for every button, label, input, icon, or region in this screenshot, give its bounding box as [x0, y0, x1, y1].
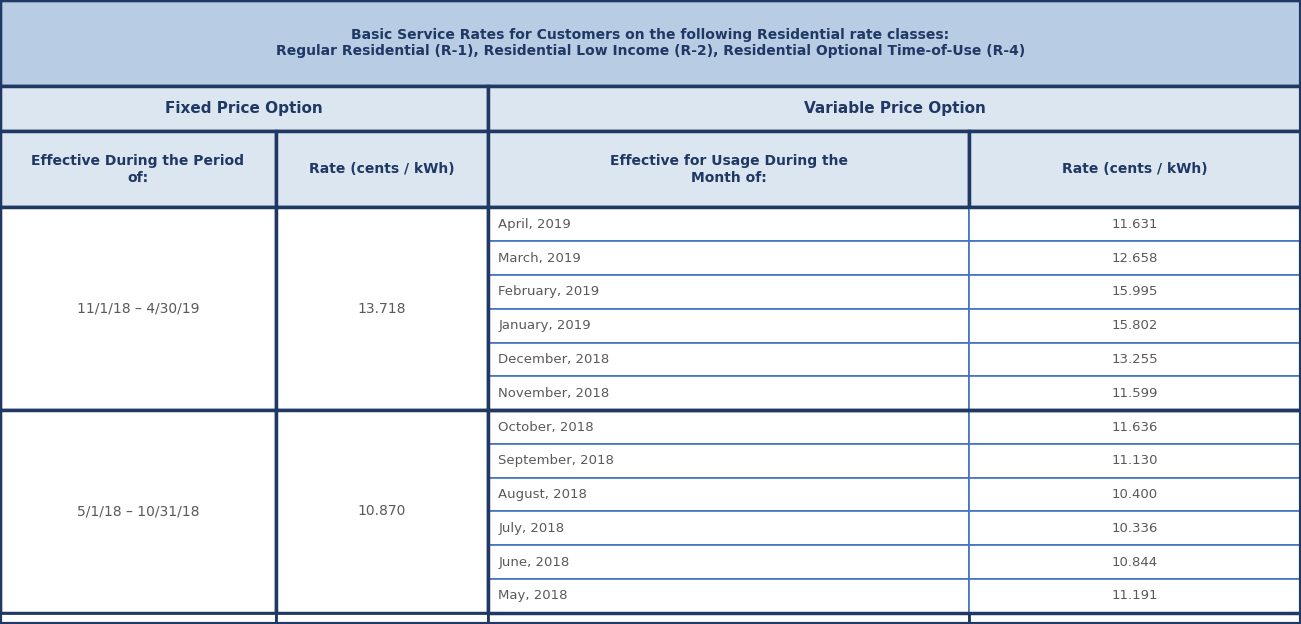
Text: August, 2018: August, 2018 [498, 488, 587, 501]
Bar [488, 207, 969, 241]
Bar [969, 241, 1301, 275]
Text: 13.718: 13.718 [358, 302, 406, 316]
Bar [969, 545, 1301, 579]
Text: October, 2018: October, 2018 [498, 421, 595, 434]
Bar [488, 410, 1301, 613]
Bar [488, 613, 969, 624]
Text: Fixed Price Option: Fixed Price Option [165, 101, 323, 117]
Bar [276, 132, 488, 207]
Bar [0, 207, 276, 410]
Bar [488, 545, 969, 579]
Bar [276, 207, 488, 410]
Text: 15.995: 15.995 [1112, 285, 1158, 298]
Bar [488, 275, 969, 309]
Bar [488, 309, 969, 343]
Text: 11.631: 11.631 [1112, 218, 1158, 231]
Bar [488, 410, 969, 444]
Text: 10.336: 10.336 [1112, 522, 1158, 535]
Text: Rate (cents / kWh): Rate (cents / kWh) [1063, 162, 1207, 177]
Text: Basic Service Rates for Customers on the following Residential rate classes:
Reg: Basic Service Rates for Customers on the… [276, 28, 1025, 58]
Bar [969, 512, 1301, 545]
Bar [488, 87, 1301, 132]
Bar [969, 613, 1301, 624]
Text: 10.870: 10.870 [358, 504, 406, 519]
Bar [488, 444, 969, 478]
Bar [969, 343, 1301, 376]
Text: Rate (cents / kWh): Rate (cents / kWh) [310, 162, 454, 177]
Text: 11.130: 11.130 [1112, 454, 1158, 467]
Bar [0, 613, 276, 624]
Text: Variable Price Option: Variable Price Option [804, 101, 985, 117]
Bar [969, 410, 1301, 444]
Text: 13.255: 13.255 [1112, 353, 1158, 366]
Bar [969, 309, 1301, 343]
Text: 10.400: 10.400 [1112, 488, 1158, 501]
Text: 11.636: 11.636 [1112, 421, 1158, 434]
Text: July, 2018: July, 2018 [498, 522, 565, 535]
Text: January, 2019: January, 2019 [498, 319, 591, 332]
Bar [0, 410, 276, 613]
Text: March, 2019: March, 2019 [498, 251, 582, 265]
Bar [0, 132, 276, 207]
Text: December, 2018: December, 2018 [498, 353, 610, 366]
Text: 15.802: 15.802 [1112, 319, 1158, 332]
Bar [488, 579, 969, 613]
Bar [969, 579, 1301, 613]
Bar [488, 207, 1301, 410]
Bar [488, 343, 969, 376]
Text: February, 2019: February, 2019 [498, 285, 600, 298]
Bar [969, 207, 1301, 241]
Bar [488, 241, 969, 275]
Text: 11.191: 11.191 [1112, 590, 1158, 602]
Bar [969, 478, 1301, 512]
Bar [969, 275, 1301, 309]
Bar [488, 512, 969, 545]
Text: Effective for Usage During the
Month of:: Effective for Usage During the Month of: [610, 154, 847, 185]
Bar [276, 410, 488, 613]
Bar [969, 376, 1301, 410]
Text: June, 2018: June, 2018 [498, 555, 570, 568]
Text: 10.844: 10.844 [1112, 555, 1158, 568]
Text: 5/1/18 – 10/31/18: 5/1/18 – 10/31/18 [77, 504, 199, 519]
Bar [969, 132, 1301, 207]
Text: May, 2018: May, 2018 [498, 590, 567, 602]
Text: Effective During the Period
of:: Effective During the Period of: [31, 154, 245, 185]
Bar [969, 444, 1301, 478]
Bar [488, 132, 969, 207]
Text: 11.599: 11.599 [1112, 387, 1158, 400]
Bar [488, 478, 969, 512]
Bar [488, 376, 969, 410]
Bar [0, 0, 1301, 87]
Text: 11/1/18 – 4/30/19: 11/1/18 – 4/30/19 [77, 302, 199, 316]
Text: September, 2018: September, 2018 [498, 454, 614, 467]
Text: April, 2019: April, 2019 [498, 218, 571, 231]
Bar [276, 613, 488, 624]
Bar [0, 87, 488, 132]
Text: 12.658: 12.658 [1112, 251, 1158, 265]
Text: November, 2018: November, 2018 [498, 387, 610, 400]
